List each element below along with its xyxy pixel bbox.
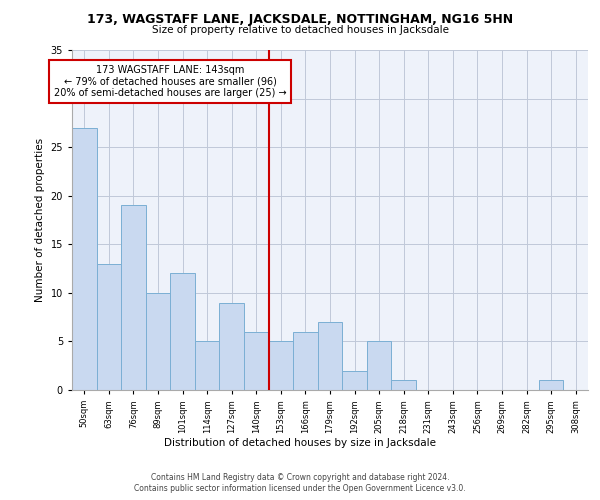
Bar	[269, 342, 293, 390]
Bar	[342, 370, 367, 390]
Text: 173 WAGSTAFF LANE: 143sqm
← 79% of detached houses are smaller (96)
20% of semi-: 173 WAGSTAFF LANE: 143sqm ← 79% of detac…	[54, 64, 287, 98]
Bar	[539, 380, 563, 390]
Bar	[146, 293, 170, 390]
Text: Size of property relative to detached houses in Jacksdale: Size of property relative to detached ho…	[151, 25, 449, 35]
Bar	[195, 342, 220, 390]
Bar	[220, 302, 244, 390]
Text: 173, WAGSTAFF LANE, JACKSDALE, NOTTINGHAM, NG16 5HN: 173, WAGSTAFF LANE, JACKSDALE, NOTTINGHA…	[87, 12, 513, 26]
Text: Contains HM Land Registry data © Crown copyright and database right 2024.: Contains HM Land Registry data © Crown c…	[151, 472, 449, 482]
Text: Contains public sector information licensed under the Open Government Licence v3: Contains public sector information licen…	[134, 484, 466, 493]
Bar	[293, 332, 318, 390]
Bar	[72, 128, 97, 390]
Y-axis label: Number of detached properties: Number of detached properties	[35, 138, 45, 302]
Text: Distribution of detached houses by size in Jacksdale: Distribution of detached houses by size …	[164, 438, 436, 448]
Bar	[318, 322, 342, 390]
Bar	[170, 274, 195, 390]
Bar	[244, 332, 269, 390]
Bar	[97, 264, 121, 390]
Bar	[391, 380, 416, 390]
Bar	[367, 342, 391, 390]
Bar	[121, 206, 146, 390]
